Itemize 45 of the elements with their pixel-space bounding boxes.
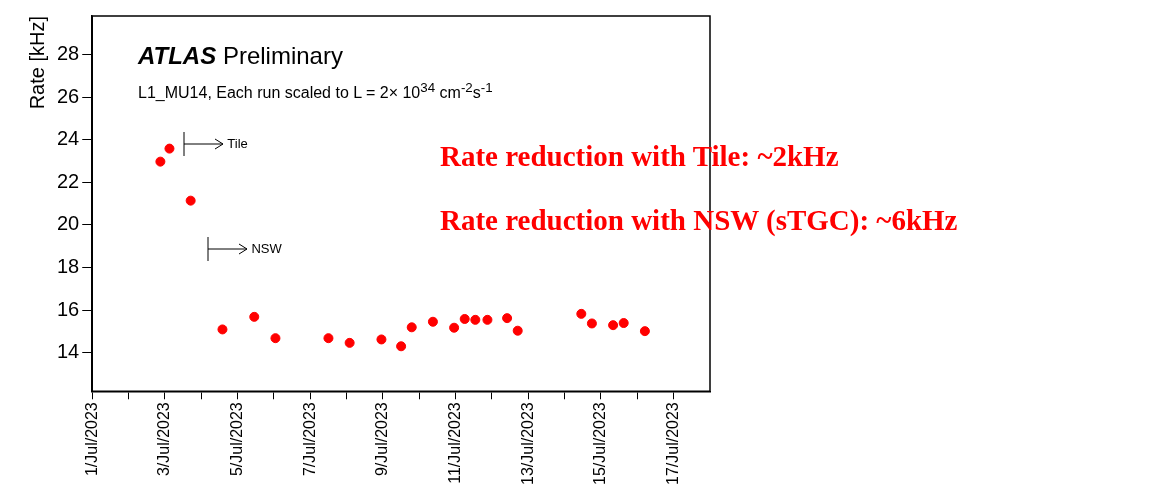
point <box>270 333 281 344</box>
x-tick-label: 17/Jul/2023 <box>664 402 682 485</box>
x-tick-label: 7/Jul/2023 <box>300 402 318 477</box>
x-tick-label: 5/Jul/2023 <box>228 402 246 477</box>
y-tick-label: 14 <box>57 340 80 363</box>
point <box>639 326 650 337</box>
point <box>618 318 629 329</box>
point <box>376 334 387 345</box>
point <box>512 325 523 336</box>
y-tick-label: 18 <box>57 255 80 278</box>
point <box>217 324 228 335</box>
point <box>164 143 175 154</box>
point <box>427 316 438 327</box>
point <box>396 341 407 352</box>
text: ATLAS Preliminary <box>138 42 343 70</box>
point <box>449 322 460 333</box>
annotation: Tile <box>227 135 248 151</box>
x-tick-label: 13/Jul/2023 <box>518 402 536 485</box>
point <box>344 337 355 348</box>
point <box>249 311 260 322</box>
point <box>586 318 597 329</box>
x-tick-label: 11/Jul/2023 <box>446 402 464 484</box>
y-tick-label: 28 <box>57 41 80 64</box>
x-tick-label: 15/Jul/2023 <box>591 402 609 485</box>
point <box>576 308 587 319</box>
y-tick-label: 24 <box>57 127 80 150</box>
text: L1_MU14, Each run scaled to L = 2× 10$^{34}$ cm$^{-2}$s$^{-1}$ <box>138 80 493 103</box>
y-axis-title: Rate [kHz] <box>25 16 48 110</box>
y-tick-label: 26 <box>57 84 80 107</box>
y-tick-label: 20 <box>57 212 80 235</box>
point <box>185 195 196 206</box>
y-tick-label: 16 <box>57 297 80 320</box>
point <box>406 322 417 333</box>
point <box>323 333 334 344</box>
point <box>502 313 513 324</box>
point <box>482 314 493 325</box>
x-tick-label: 3/Jul/2023 <box>155 402 173 477</box>
point <box>608 320 619 331</box>
point <box>470 314 481 325</box>
y-tick-label: 22 <box>57 169 80 192</box>
x-tick-label: 1/Jul/2023 <box>82 402 100 477</box>
x-tick-label: 9/Jul/2023 <box>373 402 391 477</box>
point <box>459 313 470 324</box>
annotation: NSW <box>251 240 282 256</box>
point <box>155 156 166 167</box>
